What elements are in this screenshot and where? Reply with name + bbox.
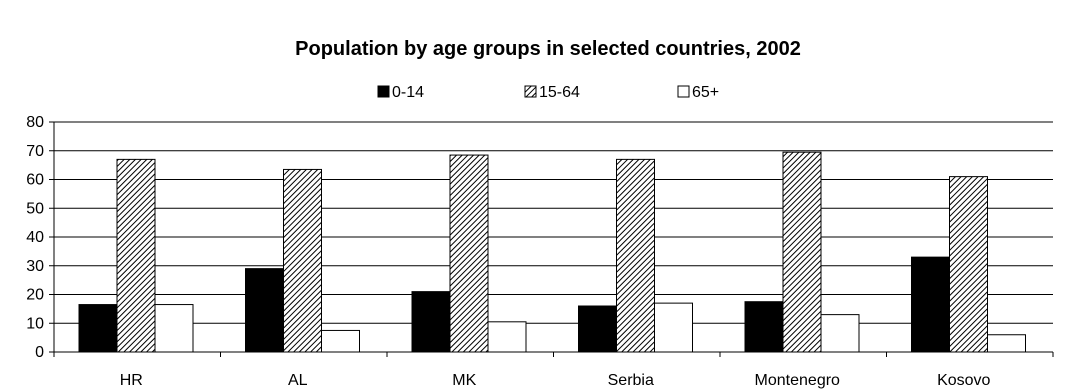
x-tick-label: Kosovo bbox=[937, 372, 990, 389]
x-tick-label: Serbia bbox=[608, 372, 654, 389]
y-tick-label: 80 bbox=[26, 114, 44, 131]
x-axis-labels: HR AL MK Serbia Montenegro Kosovo bbox=[53, 352, 1054, 389]
legend-swatch-65+ bbox=[677, 85, 690, 98]
legend-label: 65+ bbox=[692, 84, 719, 101]
bar-serbia-0-14 bbox=[578, 305, 617, 353]
y-tick-label: 70 bbox=[26, 143, 44, 160]
x-tick-label: MK bbox=[452, 372, 476, 389]
y-tick-label: 40 bbox=[26, 229, 44, 246]
x-tick-label: AL bbox=[288, 372, 308, 389]
legend-swatch-0-14 bbox=[377, 85, 390, 98]
bar-al-0-14 bbox=[245, 268, 284, 353]
y-axis-ticks: 0 10 20 30 40 50 60 70 80 bbox=[26, 114, 54, 361]
bar-serbia-15-64 bbox=[616, 158, 655, 353]
bar-al-15-64 bbox=[283, 168, 322, 353]
bar-kosovo-65+ bbox=[987, 334, 1026, 353]
legend-label: 0-14 bbox=[392, 84, 424, 101]
bar-hr-65+ bbox=[154, 304, 194, 353]
bars bbox=[78, 151, 1026, 353]
bar-montenegro-65+ bbox=[820, 314, 860, 353]
bar-mk-15-64 bbox=[449, 154, 489, 353]
bar-mk-65+ bbox=[487, 321, 527, 353]
y-tick-label: 50 bbox=[26, 200, 44, 217]
bar-montenegro-15-64 bbox=[782, 151, 822, 353]
bar-hr-0-14 bbox=[78, 304, 118, 353]
legend: 0-14 15-64 65+ bbox=[377, 84, 719, 101]
x-tick-label: Montenegro bbox=[755, 372, 840, 389]
gridlines bbox=[54, 121, 1053, 324]
y-tick-label: 60 bbox=[26, 172, 44, 189]
legend-swatch-15-64 bbox=[524, 85, 537, 98]
y-tick-label: 20 bbox=[26, 287, 44, 304]
y-tick-label: 0 bbox=[35, 344, 44, 361]
bar-al-65+ bbox=[321, 329, 360, 353]
y-tick-label: 10 bbox=[26, 315, 44, 332]
y-tick-label: 30 bbox=[26, 258, 44, 275]
bar-kosovo-15-64 bbox=[949, 176, 988, 353]
x-tick-label: HR bbox=[120, 372, 143, 389]
chart-title: Population by age groups in selected cou… bbox=[295, 38, 801, 60]
bar-montenegro-0-14 bbox=[744, 301, 784, 353]
bar-mk-0-14 bbox=[411, 291, 451, 353]
bar-serbia-65+ bbox=[654, 302, 693, 353]
legend-label: 15-64 bbox=[539, 84, 580, 101]
bar-hr-15-64 bbox=[116, 158, 156, 353]
bar-kosovo-0-14 bbox=[911, 256, 950, 353]
